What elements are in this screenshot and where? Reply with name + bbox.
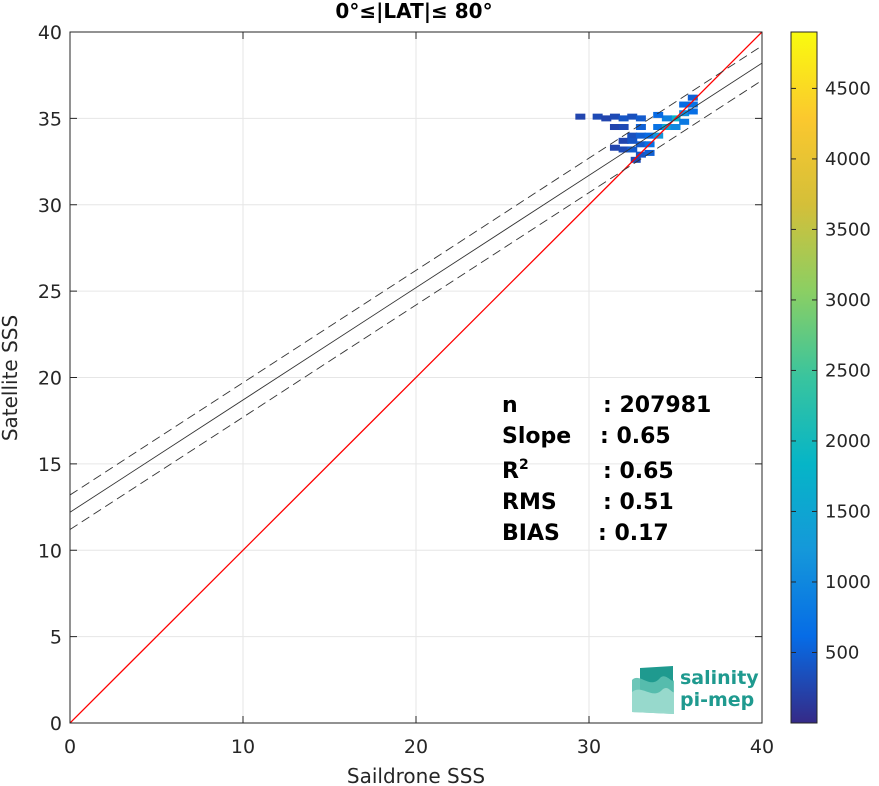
colorbar-tick-label: 4000 bbox=[825, 149, 871, 170]
density-cell bbox=[627, 113, 638, 120]
density-cell bbox=[653, 124, 664, 131]
x-axis-label: Saildrone SSS bbox=[347, 764, 485, 786]
density-cell bbox=[592, 113, 603, 120]
density-cell bbox=[635, 124, 646, 131]
stat-label: n bbox=[502, 393, 518, 418]
y-tick-label: 15 bbox=[38, 454, 62, 476]
chart-title: 0°≤|LAT|≤ 80° bbox=[335, 0, 492, 23]
logo-text-salinity: salinity bbox=[680, 667, 759, 689]
density-cell bbox=[601, 115, 612, 122]
y-tick-label: 20 bbox=[38, 368, 62, 390]
density-cell bbox=[627, 132, 638, 139]
density-cell bbox=[627, 146, 638, 153]
density-cell bbox=[630, 156, 641, 163]
density-cell bbox=[635, 115, 646, 122]
density-cell bbox=[679, 118, 690, 125]
y-tick-label: 40 bbox=[38, 22, 62, 44]
density-cell bbox=[635, 132, 646, 139]
stat-value: : 0.65 bbox=[603, 459, 674, 484]
density-cell bbox=[670, 124, 681, 131]
stat-value: : 0.51 bbox=[603, 490, 674, 515]
fit-lower-line bbox=[70, 79, 762, 530]
colorbar-tick-label: 1500 bbox=[825, 501, 871, 522]
y-tick-label: 35 bbox=[38, 108, 62, 130]
density-cell bbox=[618, 137, 629, 144]
x-tick-label: 30 bbox=[577, 736, 601, 758]
density-cell bbox=[635, 151, 646, 158]
x-tick-label: 0 bbox=[64, 736, 76, 758]
logo-text-pi-mep: pi-mep bbox=[680, 689, 754, 711]
logo-mark-icon bbox=[632, 666, 674, 714]
density-cell bbox=[618, 115, 629, 122]
density-cell bbox=[575, 113, 586, 120]
density-cell bbox=[687, 101, 698, 108]
stat-label: Slope bbox=[502, 424, 571, 449]
one-to-one-line bbox=[70, 32, 762, 723]
density-cell bbox=[679, 101, 690, 108]
y-tick-label: 0 bbox=[50, 713, 62, 735]
density-cell bbox=[609, 144, 620, 151]
stat-value: : 0.65 bbox=[600, 424, 671, 449]
colorbar-tick-label: 2500 bbox=[825, 360, 871, 381]
density-cell bbox=[687, 94, 698, 101]
colorbar-tick-label: 1000 bbox=[825, 572, 871, 593]
fit-upper-line bbox=[70, 45, 762, 496]
density-cell bbox=[653, 111, 664, 118]
density-cell bbox=[627, 137, 638, 144]
regression-lines bbox=[70, 32, 762, 723]
x-tick-label: 20 bbox=[404, 736, 428, 758]
y-axis-label: Satellite SSS bbox=[0, 315, 22, 441]
stat-value: : 0.17 bbox=[598, 521, 669, 546]
stat-label: RMS bbox=[502, 490, 557, 515]
colorbar-tick-label: 4500 bbox=[825, 78, 871, 99]
density-cell bbox=[687, 108, 698, 115]
colorbar-tick-label: 3500 bbox=[825, 219, 871, 240]
density-cell bbox=[661, 115, 672, 122]
x-tick-label: 40 bbox=[750, 736, 774, 758]
colorbar-tick-label: 500 bbox=[825, 642, 859, 663]
stat-value: : 207981 bbox=[603, 393, 711, 418]
density-cell bbox=[635, 141, 646, 148]
salinity-pi-mep-logo: salinity pi-mep bbox=[632, 666, 759, 714]
x-tick-label: 10 bbox=[231, 736, 255, 758]
fit-line bbox=[70, 62, 762, 513]
colorbar bbox=[790, 31, 818, 724]
stat-label: BIAS bbox=[502, 521, 560, 546]
density-cell bbox=[609, 113, 620, 120]
colorbar-tick-label: 2000 bbox=[825, 431, 871, 452]
density-cell bbox=[609, 124, 620, 131]
density-cell bbox=[618, 146, 629, 153]
y-tick-label: 30 bbox=[38, 195, 62, 217]
colorbar-tick-label: 3000 bbox=[825, 290, 871, 311]
y-tick-label: 25 bbox=[38, 281, 62, 303]
y-tick-label: 10 bbox=[38, 540, 62, 562]
y-tick-label: 5 bbox=[50, 627, 62, 649]
density-cell bbox=[618, 124, 629, 131]
